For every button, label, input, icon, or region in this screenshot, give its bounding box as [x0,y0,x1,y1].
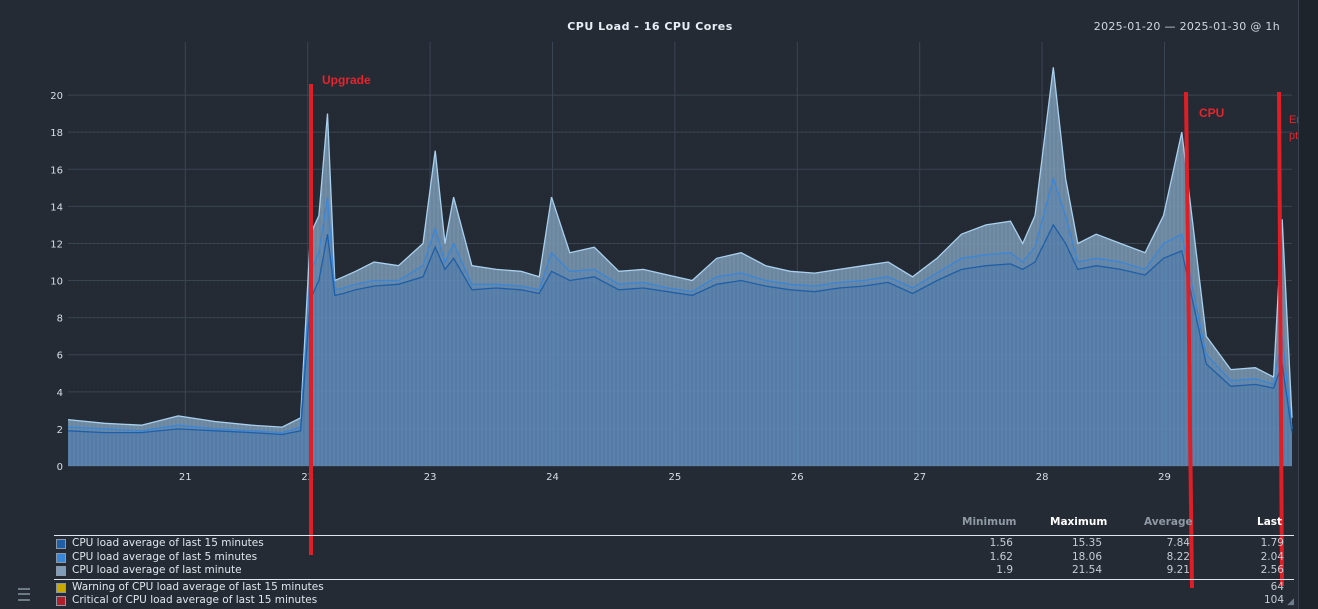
legend-label-5m: CPU load average of last 5 minutes [72,550,258,563]
x-tick-label: 27 [913,472,926,483]
legend-row-critical[interactable]: Critical of CPU load average of last 15 … [54,594,1294,608]
legend-divider [54,535,1294,536]
upgrade-annotation: Upgrade [322,73,371,87]
avg-1m: 9.21 [1166,564,1190,576]
chart-title: CPU Load - 16 CPU Cores [567,20,733,33]
y-tick-label: 20 [50,91,63,102]
x-tick-label: 22 [301,472,314,483]
cpu-annotation: CPU [1199,106,1224,120]
last-15m: 1.79 [1260,537,1284,549]
max-5m: 18.06 [1071,550,1102,563]
swatch-15m [56,539,66,549]
legend-row-15m[interactable]: CPU load average of last 15 minutes 1.56… [54,537,1294,551]
legend-table: Minimum Maximum Average Last CPU load av… [54,514,1294,608]
y-tick-label: 0 [57,462,63,473]
legend-label-critical: Critical of CPU load average of last 15 … [72,594,318,606]
time-range: 2025-01-20 — 2025-01-30 @ 1h [1093,20,1280,33]
legend-row-warning[interactable]: Warning of CPU load average of last 15 m… [54,581,1294,595]
x-tick-label: 29 [1158,472,1171,483]
y-tick-label: 14 [50,202,63,213]
legend-divider-thresholds [54,578,1294,580]
x-tick-label: 28 [1036,472,1049,483]
swatch-1m [56,566,66,576]
avg-5m: 8.22 [1166,550,1190,563]
y-tick-label: 10 [50,277,63,288]
series-line-1m [67,67,1293,428]
max-1m: 21.54 [1071,564,1102,576]
window-edge [1298,0,1318,609]
y-tick-label: 6 [57,351,63,362]
menu-icon[interactable] [18,588,30,601]
last-1m: 2.56 [1260,564,1284,576]
series-lines [67,67,1293,436]
y-axis-ticks: 0 2 4 6 8 10 12 14 16 18 20 [50,91,63,473]
legend-label-15m: CPU load average of last 15 minutes [72,537,264,549]
min-1m: 1.9 [996,564,1013,576]
series-area-15m [68,224,1292,466]
cpu-marker-line [1184,91,1194,589]
header-minimum[interactable]: Minimum [962,516,1017,528]
max-15m: 15.35 [1071,537,1102,549]
series-line-5m [67,176,1293,434]
avg-15m: 7.84 [1166,537,1190,549]
x-tick-label: 25 [669,472,682,483]
resize-handle-icon[interactable]: ◢ [1287,597,1294,607]
legend-label-warning: Warning of CPU load average of last 15 m… [72,580,324,593]
x-tick-label: 23 [424,472,437,483]
legend-label-1m: CPU load average of last minute [72,564,242,576]
last-5m: 2.04 [1260,550,1284,563]
legend-header: Minimum Maximum Average Last [54,514,1294,534]
x-tick-label: 24 [546,472,559,483]
series-area-5m [68,178,1292,466]
swatch-5m [56,552,66,563]
series-area-1m [68,67,1292,467]
x-axis-ticks: 21 22 23 24 25 26 27 28 29 [179,472,1171,483]
header-last[interactable]: Last [1257,516,1283,528]
header-maximum[interactable]: Maximum [1050,516,1108,528]
series-areas [67,67,1292,467]
value-warning: 64 [1270,580,1284,593]
swatch-warning [56,582,66,593]
legend-row-5m[interactable]: CPU load average of last 5 minutes 1.62 … [54,551,1294,565]
value-critical: 104 [1263,594,1284,606]
series-line-15m [67,223,1293,436]
y-tick-label: 8 [57,314,63,325]
y-tick-label: 2 [57,425,63,436]
x-tick-label: 21 [179,472,192,483]
y-tick-label: 4 [57,388,63,399]
y-tick-label: 18 [50,128,63,139]
legend-row-1m[interactable]: CPU load average of last minute 1.9 21.5… [54,564,1294,578]
min-5m: 1.62 [989,550,1013,563]
min-15m: 1.56 [989,537,1013,549]
swatch-critical [56,596,66,606]
header-average[interactable]: Average [1144,516,1193,528]
x-tick-label: 26 [791,472,804,483]
y-tick-label: 12 [50,239,63,250]
encryption-marker-line [1277,91,1284,587]
y-tick-label: 16 [50,165,63,176]
